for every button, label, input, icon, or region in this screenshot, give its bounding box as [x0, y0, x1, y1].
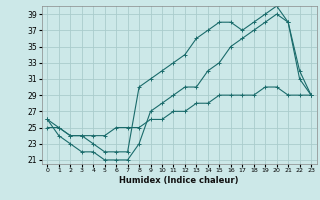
X-axis label: Humidex (Indice chaleur): Humidex (Indice chaleur)	[119, 176, 239, 185]
